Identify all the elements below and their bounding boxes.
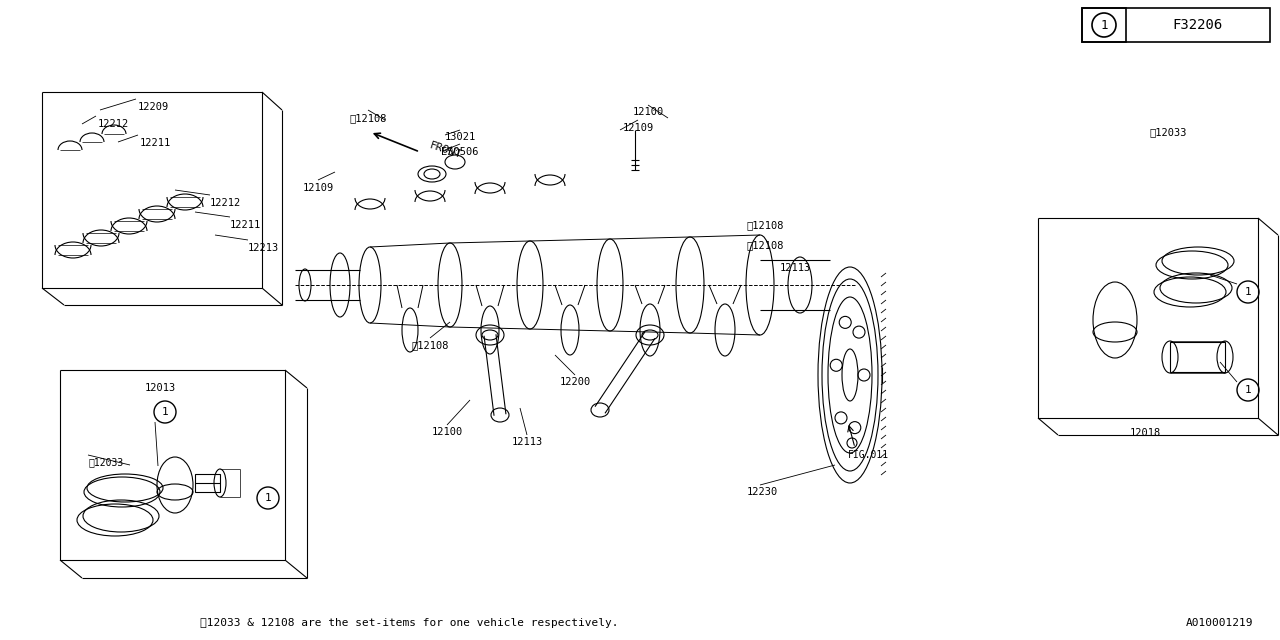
Text: 12211: 12211 <box>140 138 172 148</box>
Bar <box>195 474 220 492</box>
Text: 12211: 12211 <box>230 220 261 230</box>
Bar <box>1170 342 1225 372</box>
Text: FRONT: FRONT <box>428 140 463 160</box>
Text: ※12033 & 12108 are the set-items for one vehicle respectively.: ※12033 & 12108 are the set-items for one… <box>200 618 618 628</box>
Text: ※12033: ※12033 <box>1149 127 1187 137</box>
Text: 12212: 12212 <box>99 119 129 129</box>
Text: A010001219: A010001219 <box>1187 618 1253 628</box>
Text: 12209: 12209 <box>138 102 169 112</box>
Text: E50506: E50506 <box>442 147 479 157</box>
Text: ※12108: ※12108 <box>349 113 387 123</box>
Text: 12109: 12109 <box>622 123 654 133</box>
Text: ※12108: ※12108 <box>746 240 783 250</box>
Text: 12113: 12113 <box>780 263 810 273</box>
Text: 12109: 12109 <box>302 183 334 193</box>
Text: F32206: F32206 <box>1172 18 1224 32</box>
Text: 12113: 12113 <box>512 437 543 447</box>
Text: 1: 1 <box>161 407 169 417</box>
Text: 1: 1 <box>1244 385 1252 395</box>
Text: 1: 1 <box>1101 19 1107 31</box>
Text: 12212: 12212 <box>210 198 241 208</box>
Text: 12100: 12100 <box>632 107 663 117</box>
Text: 12200: 12200 <box>559 377 590 387</box>
Text: 12100: 12100 <box>431 427 462 437</box>
Ellipse shape <box>818 267 882 483</box>
Text: 12013: 12013 <box>145 383 175 393</box>
Text: 13021: 13021 <box>444 132 476 142</box>
Text: 1: 1 <box>1244 287 1252 297</box>
Bar <box>1082 8 1126 42</box>
Text: 12213: 12213 <box>248 243 279 253</box>
Bar <box>1082 8 1270 42</box>
Text: ※12108: ※12108 <box>411 340 449 350</box>
Text: FIG.011: FIG.011 <box>847 450 888 460</box>
Text: ※12033: ※12033 <box>88 457 123 467</box>
Text: 12230: 12230 <box>746 487 778 497</box>
Text: 1: 1 <box>265 493 271 503</box>
Text: 12018: 12018 <box>1129 428 1161 438</box>
Text: ※12108: ※12108 <box>746 220 783 230</box>
